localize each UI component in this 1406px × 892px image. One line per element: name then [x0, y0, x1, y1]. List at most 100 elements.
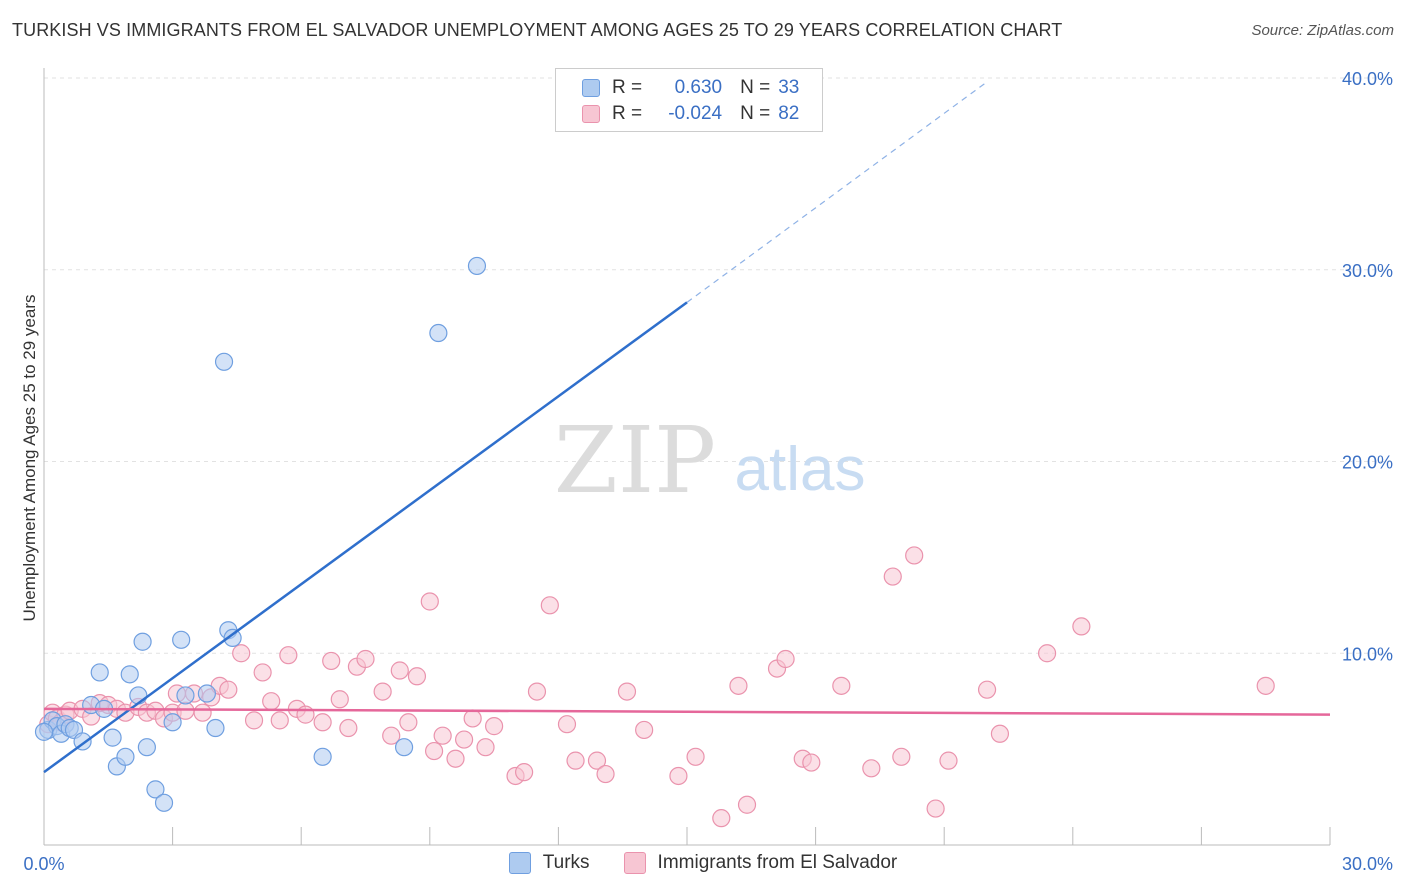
point-turks[interactable]: [34, 722, 54, 741]
trend-line-turks: [43, 301, 688, 774]
point-elsal[interactable]: [322, 651, 341, 671]
point-elsal[interactable]: [540, 596, 559, 615]
point-turks[interactable]: [223, 628, 242, 648]
point-turks[interactable]: [90, 663, 109, 682]
point-elsal[interactable]: [832, 676, 851, 695]
point-turks[interactable]: [214, 352, 234, 371]
point-elsal[interactable]: [669, 766, 688, 786]
point-turks[interactable]: [116, 747, 135, 766]
point-elsal[interactable]: [729, 676, 748, 695]
point-turks[interactable]: [172, 630, 191, 649]
point-elsal[interactable]: [433, 726, 452, 745]
point-elsal[interactable]: [1072, 617, 1091, 636]
point-turks[interactable]: [146, 780, 165, 799]
point-elsal[interactable]: [330, 690, 349, 709]
point-elsal[interactable]: [1037, 644, 1057, 663]
point-elsal[interactable]: [420, 592, 439, 611]
point-elsal[interactable]: [905, 546, 924, 565]
point-elsal[interactable]: [566, 751, 585, 770]
point-elsal[interactable]: [596, 764, 615, 784]
point-elsal[interactable]: [617, 682, 637, 701]
point-elsal[interactable]: [1256, 676, 1275, 695]
point-turks[interactable]: [133, 632, 152, 651]
point-elsal[interactable]: [515, 763, 534, 782]
point-elsal[interactable]: [977, 680, 997, 699]
point-elsal[interactable]: [262, 692, 281, 711]
point-elsal[interactable]: [454, 730, 474, 749]
point-elsal[interactable]: [407, 667, 427, 686]
y-tick-label: 20.0%: [1342, 453, 1393, 473]
chart-title: TURKISH VS IMMIGRANTS FROM EL SALVADOR U…: [12, 20, 1063, 40]
point-elsal[interactable]: [712, 809, 731, 828]
point-elsal[interactable]: [802, 753, 821, 772]
point-turks[interactable]: [163, 713, 182, 732]
point-elsal[interactable]: [382, 726, 401, 745]
y-tick-label: 10.0%: [1342, 644, 1393, 664]
legend-swatch-turks: [582, 79, 600, 97]
legend-n-value-elsal: 82: [778, 103, 800, 124]
point-elsal[interactable]: [527, 682, 547, 701]
point-turks[interactable]: [103, 728, 122, 747]
point-elsal[interactable]: [635, 720, 654, 740]
point-elsal[interactable]: [356, 649, 375, 669]
point-elsal[interactable]: [313, 713, 332, 732]
point-elsal[interactable]: [193, 703, 212, 722]
point-elsal[interactable]: [244, 711, 264, 730]
point-turks[interactable]: [429, 323, 448, 343]
point-turks[interactable]: [394, 738, 414, 757]
point-elsal[interactable]: [892, 747, 911, 766]
point-elsal[interactable]: [587, 751, 607, 770]
point-elsal[interactable]: [279, 646, 298, 665]
trend-line-elsal: [43, 707, 1331, 716]
point-turks[interactable]: [197, 684, 216, 703]
legend-label-turks: Turks: [542, 852, 590, 873]
point-elsal[interactable]: [776, 649, 795, 669]
point-elsal[interactable]: [232, 644, 251, 663]
point-elsal[interactable]: [939, 751, 958, 770]
point-turks[interactable]: [313, 747, 332, 766]
point-turks[interactable]: [129, 686, 148, 705]
point-elsal[interactable]: [219, 680, 238, 699]
legend-swatch-elsal: [623, 852, 646, 874]
point-elsal[interactable]: [883, 567, 902, 586]
legend-n-label: N =: [740, 103, 771, 124]
point-elsal[interactable]: [990, 724, 1010, 743]
point-elsal[interactable]: [463, 709, 482, 728]
legend-r-label: R =: [612, 77, 643, 98]
point-elsal[interactable]: [339, 718, 358, 738]
y-tick-label: 30.0%: [1342, 261, 1393, 281]
watermark: ZIP atlas: [554, 407, 866, 514]
point-elsal[interactable]: [686, 747, 705, 766]
point-elsal[interactable]: [390, 661, 409, 680]
trend-lines: [43, 81, 1331, 774]
point-turks[interactable]: [176, 686, 195, 705]
legend-r-label: R =: [612, 103, 643, 124]
point-elsal[interactable]: [253, 663, 272, 682]
point-elsal[interactable]: [862, 759, 881, 778]
point-turks[interactable]: [206, 718, 225, 738]
point-elsal[interactable]: [926, 799, 945, 818]
point-elsal[interactable]: [373, 682, 392, 701]
point-turks[interactable]: [467, 256, 487, 276]
point-elsal[interactable]: [424, 741, 444, 761]
point-elsal[interactable]: [270, 711, 289, 730]
watermark-zip: ZIP: [554, 407, 716, 514]
series-el-salvador-points: [39, 546, 1275, 828]
correlation-legend: R = 0.630 N = 33 R = -0.024 N = 82: [555, 68, 823, 132]
gridlines: [44, 77, 1390, 654]
point-elsal[interactable]: [737, 795, 757, 814]
point-elsal[interactable]: [399, 713, 418, 732]
point-elsal[interactable]: [446, 749, 465, 768]
legend-item-elsal[interactable]: Immigrants from El Salvador: [623, 852, 897, 874]
point-elsal[interactable]: [485, 717, 504, 736]
legend-item-turks[interactable]: Turks: [508, 852, 590, 874]
point-turks[interactable]: [137, 738, 156, 757]
point-turks[interactable]: [120, 665, 139, 684]
legend-swatch-elsal: [582, 105, 600, 123]
point-turks[interactable]: [154, 793, 174, 812]
point-elsal[interactable]: [476, 738, 495, 757]
legend-swatch-turks: [508, 852, 531, 874]
point-elsal[interactable]: [296, 705, 315, 724]
point-elsal[interactable]: [557, 715, 577, 734]
